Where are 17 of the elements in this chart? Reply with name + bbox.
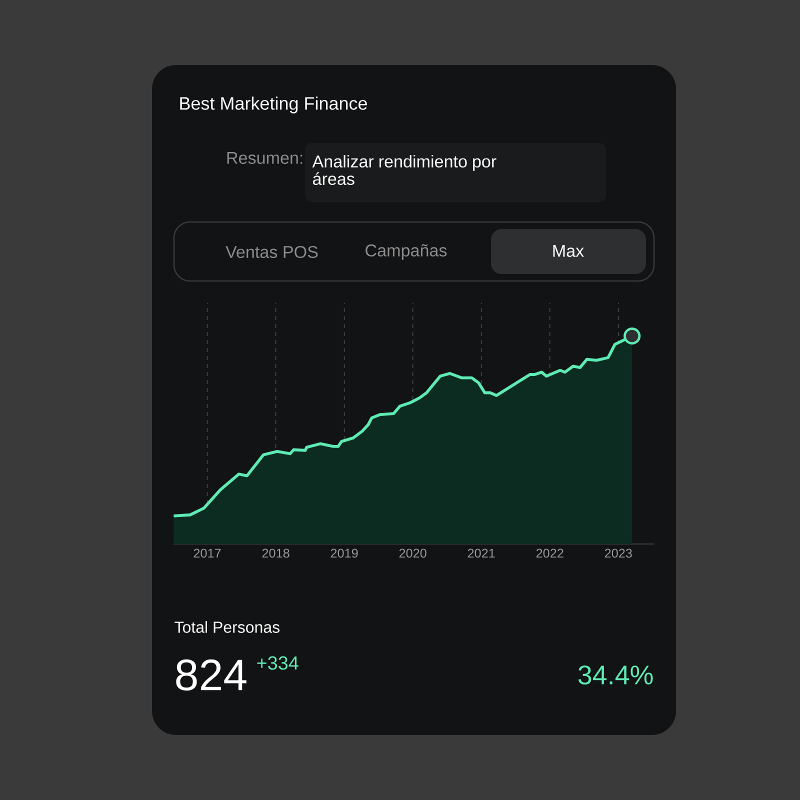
x-tick-label: 2017 (194, 548, 221, 558)
text: 824 (176, 659, 246, 691)
x-tick-label: 2018 (262, 548, 290, 558)
x-tick-label: 2022 (536, 548, 564, 558)
text: 34.4% (578, 665, 653, 685)
chart-title: Best Marketing Finance (180, 96, 367, 114)
text: +334 (257, 656, 298, 670)
text: Max (553, 245, 584, 257)
x-tick-label: 2023 (604, 548, 632, 558)
x-tick-label: 2019 (330, 548, 358, 558)
x-tick-label: 2021 (468, 548, 495, 558)
text: Ventas POS (226, 246, 318, 258)
x-tick-label: 2020 (399, 548, 426, 558)
text: Resumen: (227, 152, 302, 164)
text: Campañas (366, 244, 447, 260)
text: Analizar rendimiento por áreas (312, 155, 496, 185)
text: Total Personas (174, 621, 280, 633)
